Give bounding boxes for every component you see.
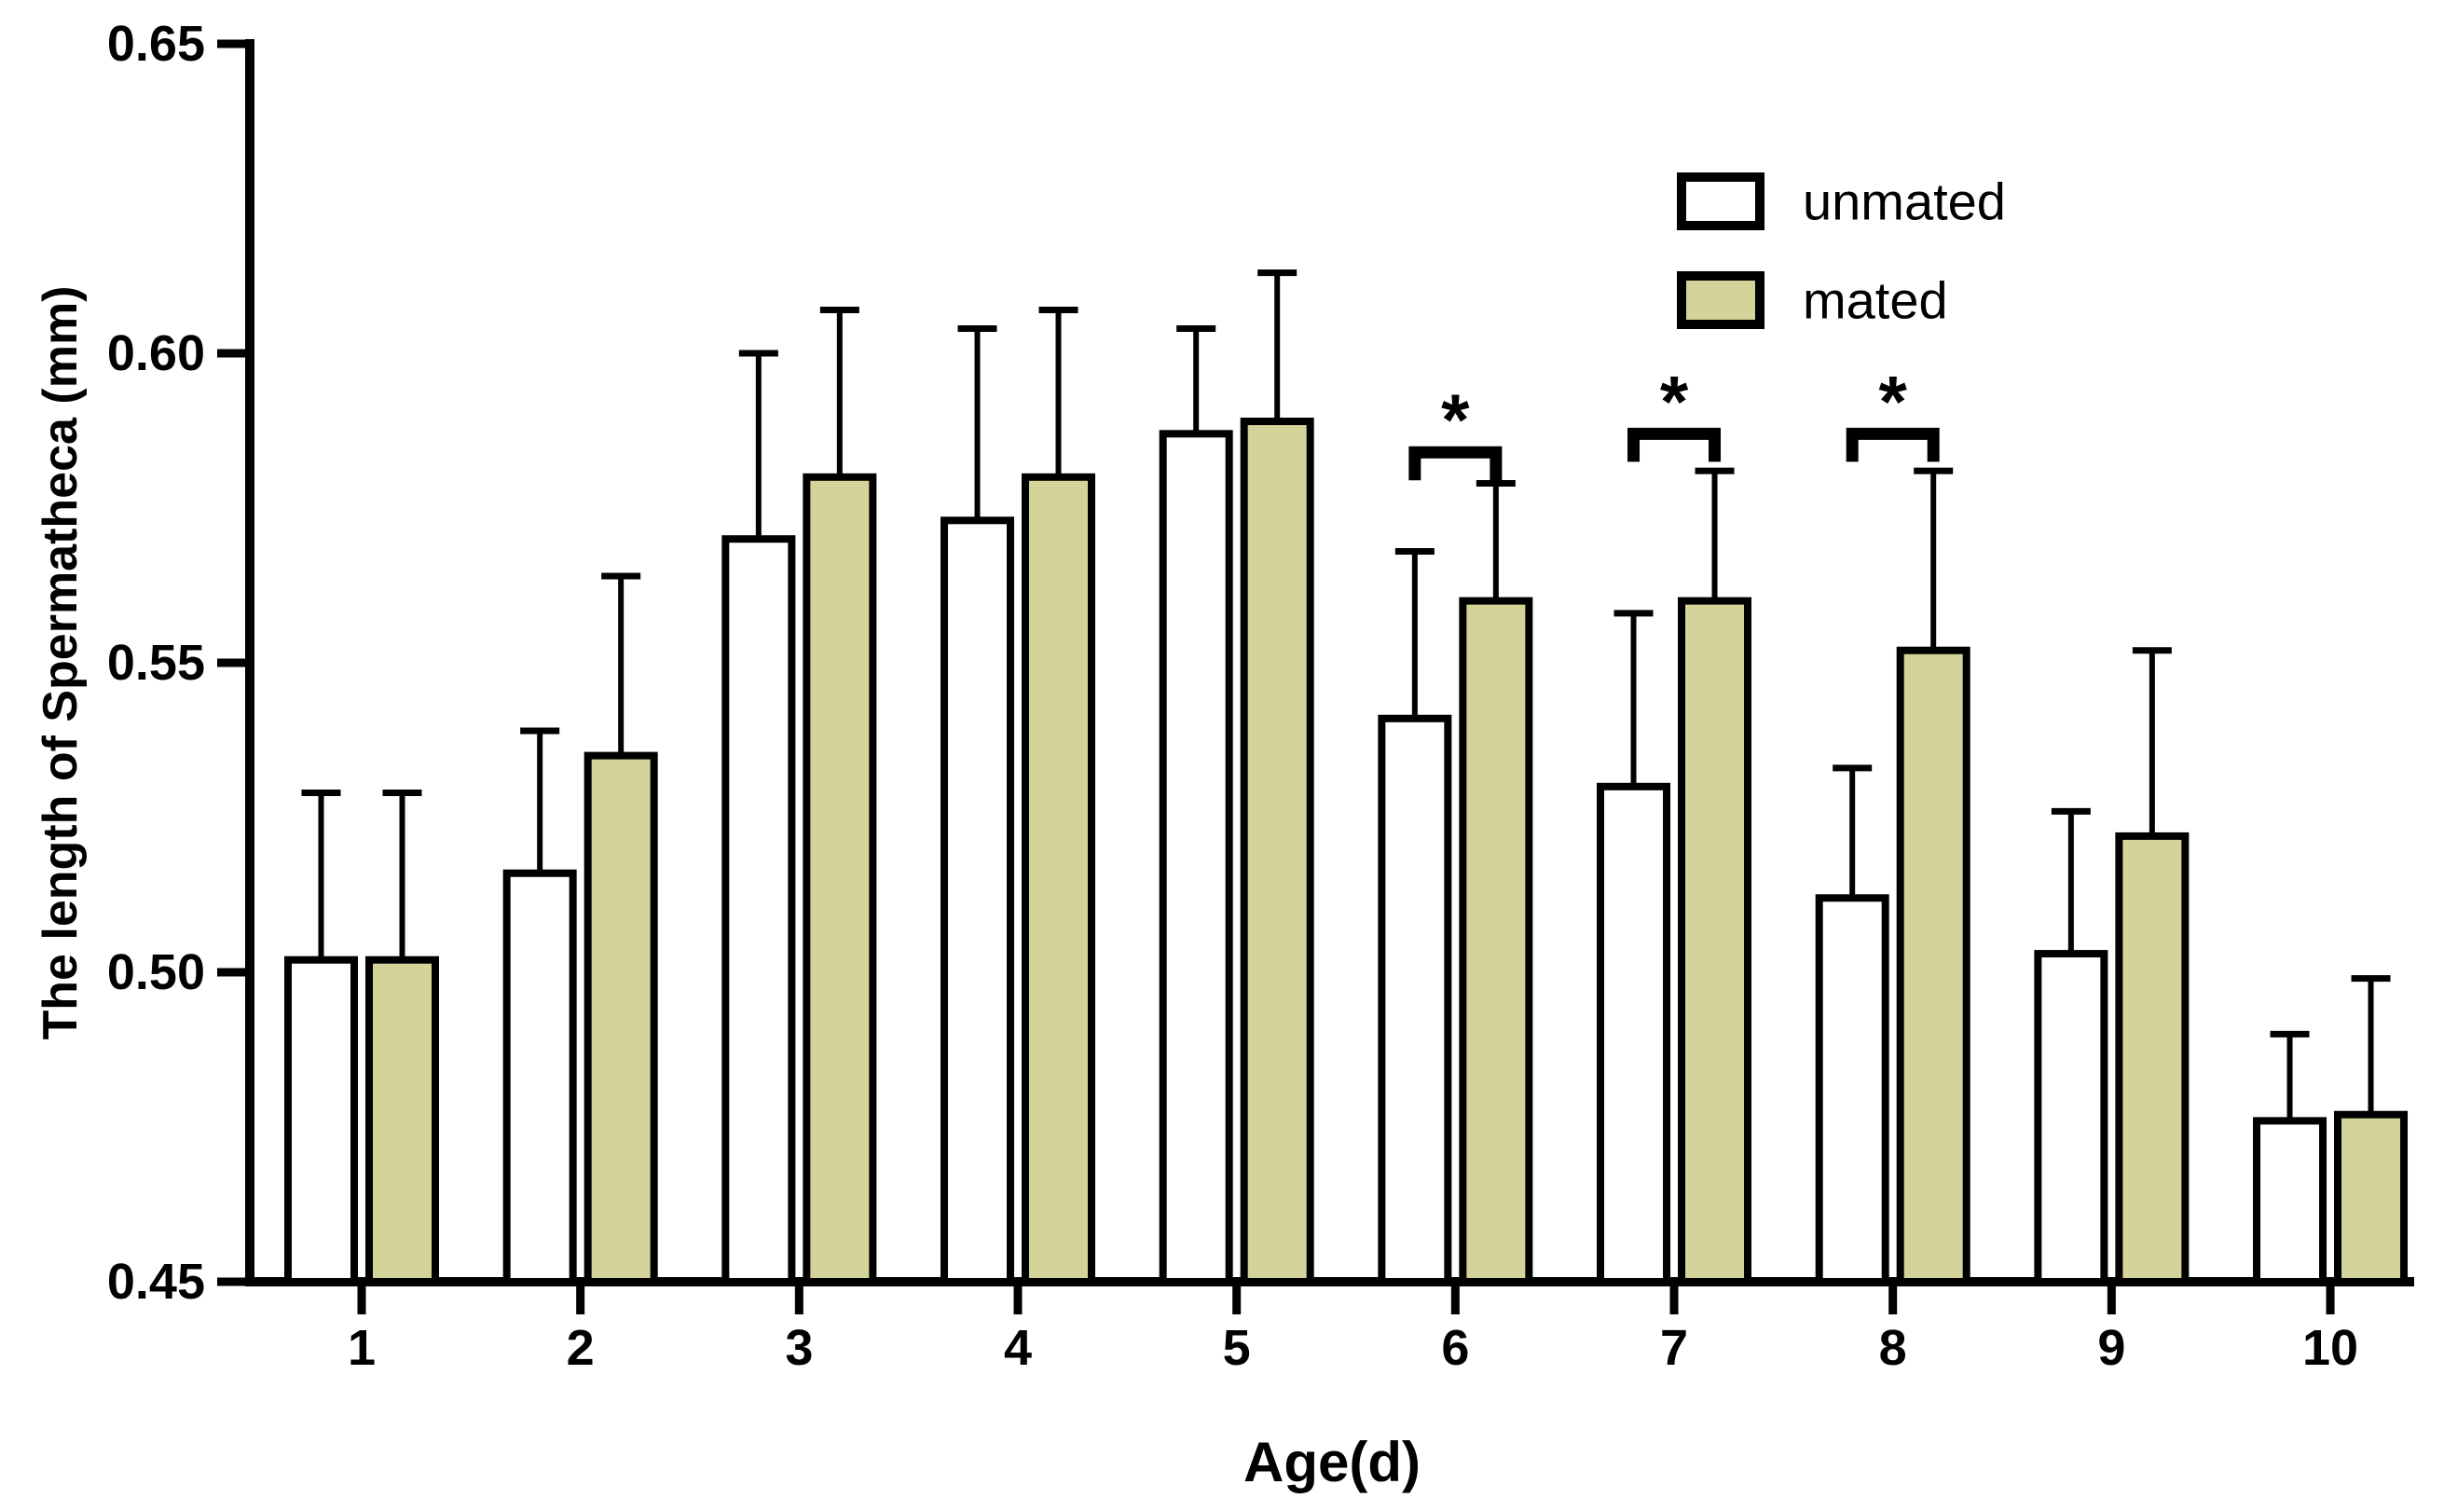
sig-asterisk-age-7: *: [1660, 360, 1689, 442]
x-tick-label-2: 2: [567, 1320, 595, 1376]
legend-swatch-unmated: [1677, 172, 1764, 230]
bar-mated-age-2: [584, 751, 658, 1285]
bar-unmated-age-4: [941, 516, 1015, 1285]
bar-unmated-age-2: [502, 869, 577, 1285]
x-tick-label-3: 3: [785, 1320, 813, 1376]
sig-bracket-age-6: [1408, 446, 1503, 481]
bar-mated-age-4: [1022, 473, 1096, 1285]
legend-label-mated: mated: [1803, 271, 1948, 330]
y-tick-label-0.60: 0.60: [107, 325, 205, 381]
x-tick-label-8: 8: [1879, 1320, 1907, 1376]
y-tick-label-0.65: 0.65: [107, 16, 205, 72]
y-tick-label-0.50: 0.50: [107, 944, 205, 1000]
bar-unmated-age-3: [721, 535, 796, 1285]
sig-bracket-age-7: [1627, 427, 1722, 462]
y-axis-title: The length of Spermatheca (mm): [34, 286, 88, 1040]
x-tick-label-7: 7: [1660, 1320, 1688, 1376]
bar-unmated-age-6: [1378, 714, 1452, 1285]
bar-mated-age-10: [2334, 1110, 2409, 1285]
y-tick-label-0.55: 0.55: [107, 635, 205, 691]
bar-unmated-age-7: [1597, 782, 1671, 1285]
y-tick-label-0.45: 0.45: [107, 1254, 205, 1310]
bar-unmated-age-1: [284, 955, 358, 1285]
bar-unmated-age-8: [1815, 894, 1889, 1285]
x-tick-label-4: 4: [1004, 1320, 1032, 1376]
bar-mated-age-7: [1678, 597, 1752, 1285]
bar-mated-age-8: [1896, 646, 1970, 1285]
bar-unmated-age-9: [2034, 950, 2108, 1286]
bar-mated-age-6: [1459, 597, 1533, 1285]
bar-mated-age-3: [803, 473, 877, 1285]
sig-asterisk-age-6: *: [1441, 378, 1470, 460]
x-tick-label-1: 1: [348, 1320, 376, 1376]
bar-mated-age-9: [2115, 832, 2190, 1285]
legend-swatch-mated: [1677, 271, 1764, 329]
x-tick-label-6: 6: [1441, 1320, 1469, 1376]
bar-unmated-age-5: [1159, 430, 1233, 1285]
bar-mated-age-1: [365, 955, 439, 1285]
x-tick-label-5: 5: [1223, 1320, 1251, 1376]
bar-unmated-age-10: [2253, 1117, 2327, 1285]
x-tick-label-10: 10: [2302, 1320, 2358, 1376]
x-tick-label-9: 9: [2097, 1320, 2125, 1376]
x-axis-title: Age(d): [1243, 1431, 1421, 1493]
sig-asterisk-age-8: *: [1879, 360, 1908, 442]
legend-label-unmated: unmated: [1803, 172, 2006, 231]
bar-mated-age-5: [1240, 418, 1314, 1286]
sig-bracket-age-8: [1846, 427, 1940, 462]
